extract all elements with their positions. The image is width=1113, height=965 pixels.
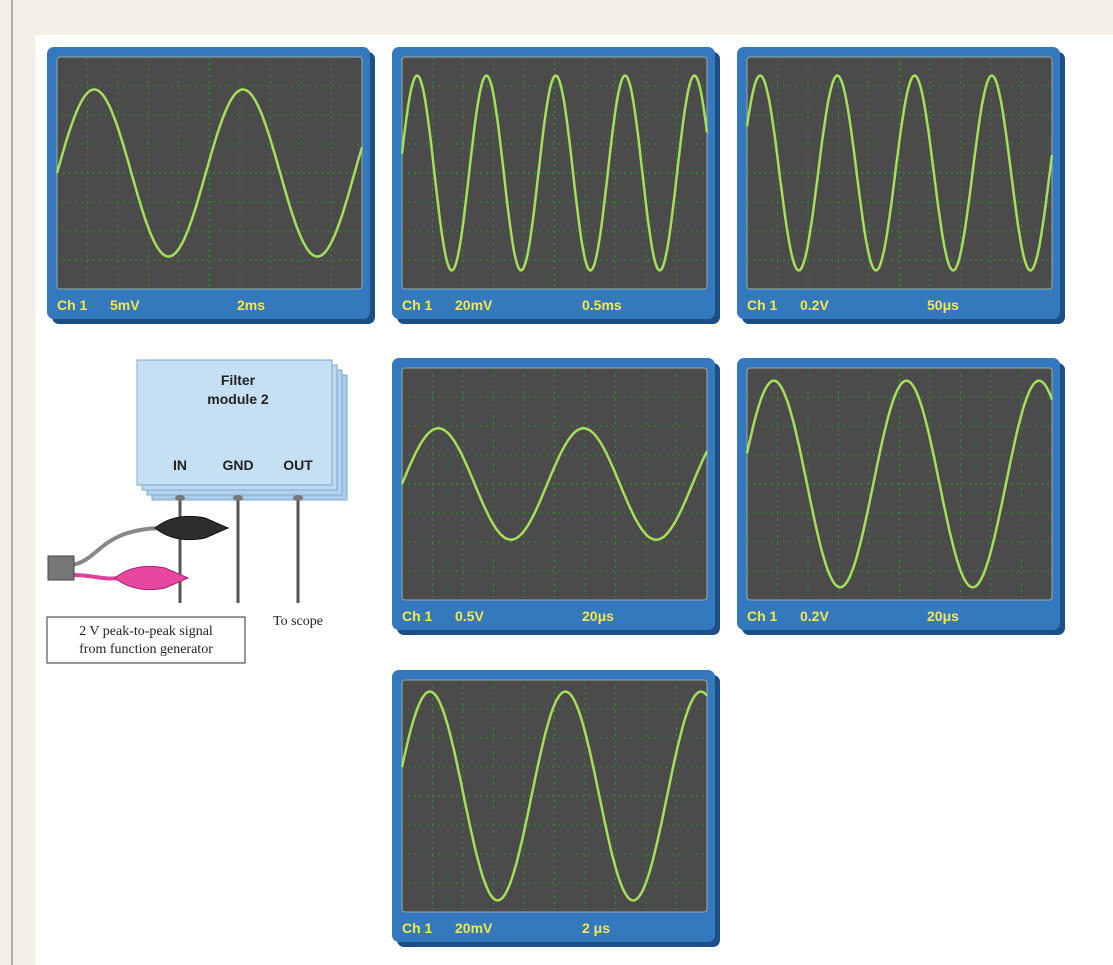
time-label: 2ms xyxy=(237,297,265,313)
trace xyxy=(745,74,1054,272)
time-label: 0.5ms xyxy=(582,297,622,313)
scope: Ch 1 0.2V 20μs xyxy=(737,358,1065,635)
pin-label: OUT xyxy=(283,457,313,473)
volts-label: 0.5V xyxy=(455,608,484,624)
trace xyxy=(400,427,709,541)
volts-label: 0.2V xyxy=(800,297,829,313)
scope: Ch 1 0.5V 20μs xyxy=(392,358,720,635)
connector xyxy=(47,555,75,581)
channel-label: Ch 1 xyxy=(402,920,433,936)
input-label: 2 V peak-to-peak signal xyxy=(79,624,213,639)
channel-label: Ch 1 xyxy=(747,297,778,313)
scope: Ch 1 0.2V 50μs xyxy=(737,47,1065,324)
scopes: Ch 1 5mV 2ms Ch 1 20mV 0.5ms Ch 1 0.2V 50μs Ch 1 0… xyxy=(47,47,1065,947)
pin-label: GND xyxy=(222,457,253,473)
volts-label: 0.2V xyxy=(800,608,829,624)
time-label: 50μs xyxy=(927,297,959,313)
volts-label: 5mV xyxy=(110,297,140,313)
trace xyxy=(745,379,1054,589)
module-title: module 2 xyxy=(207,391,269,407)
channel-label: Ch 1 xyxy=(402,297,433,313)
black-clip xyxy=(154,515,230,541)
input-label-box xyxy=(46,616,246,664)
volts-label: 20mV xyxy=(455,920,493,936)
output-label: To scope xyxy=(273,614,323,629)
trace xyxy=(400,74,709,272)
channel-label: Ch 1 xyxy=(57,297,88,313)
trace xyxy=(400,690,708,902)
time-label: 20μs xyxy=(927,608,959,624)
scope: Ch 1 20mV 2 μs xyxy=(392,670,720,947)
module-box xyxy=(136,359,333,486)
time-label: 20μs xyxy=(582,608,614,624)
channel-label: Ch 1 xyxy=(402,608,433,624)
volts-label: 20mV xyxy=(455,297,493,313)
red-clip xyxy=(114,565,190,591)
input-label: from function generator xyxy=(79,642,213,657)
wire xyxy=(71,526,161,567)
pin-label: IN xyxy=(173,457,187,473)
scope: Ch 1 20mV 0.5ms xyxy=(392,47,720,324)
channel-label: Ch 1 xyxy=(747,608,778,624)
trace xyxy=(55,88,364,258)
pins xyxy=(178,498,300,603)
scope: Ch 1 5mV 2ms xyxy=(47,47,375,324)
pin-heads xyxy=(175,495,303,501)
time-label: 2 μs xyxy=(582,920,610,936)
filter-module: Filter module 2 IN GND OUT 2 V peak-to-p… xyxy=(46,359,348,664)
module-title: Filter xyxy=(221,372,256,388)
